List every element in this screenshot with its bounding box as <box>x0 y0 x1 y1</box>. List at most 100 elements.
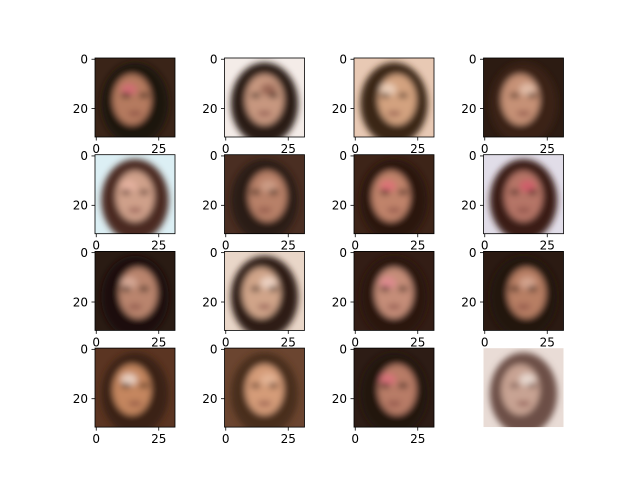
x-tick-label: 0 <box>481 239 489 253</box>
x-tick-label: 0 <box>222 142 230 156</box>
y-tick-label: 0 <box>80 246 88 260</box>
image-panel <box>483 348 564 428</box>
axes-frame <box>483 250 564 331</box>
axes-frame <box>353 57 435 138</box>
face-image <box>224 154 305 234</box>
axes-frame <box>353 347 435 428</box>
image-panel: 0 20 0 25 <box>332 149 435 253</box>
x-tick-label: 25 <box>410 432 425 446</box>
x-tick-label: 25 <box>540 142 555 156</box>
x-tick-label: 0 <box>222 239 230 253</box>
axes-frame <box>353 154 435 235</box>
y-tick-label: 20 <box>332 102 347 116</box>
image-panel: 0 20 0 25 <box>202 246 305 349</box>
axes-frame <box>224 347 305 428</box>
x-tick-label: 0 <box>351 432 359 446</box>
x-tick-label: 0 <box>92 142 100 156</box>
y-tick-label: 0 <box>210 246 218 260</box>
x-tick-label: 0 <box>92 335 100 349</box>
y-tick-label: 20 <box>202 102 217 116</box>
x-tick-label: 25 <box>151 432 166 446</box>
y-tick-label: 0 <box>469 149 477 163</box>
image-panel: 0 20 0 25 <box>73 53 176 156</box>
face-image <box>224 58 305 137</box>
image-panel: 0 20 0 25 <box>332 53 435 156</box>
axes-frame <box>94 154 176 235</box>
y-tick-label: 20 <box>332 392 347 406</box>
face-image <box>95 251 175 331</box>
x-tick-label: 25 <box>410 335 425 349</box>
x-tick-label: 0 <box>481 335 489 349</box>
y-tick-label: 0 <box>210 149 218 163</box>
face-image <box>354 154 434 234</box>
image-panel: 0 20 0 25 <box>73 149 176 253</box>
x-tick-label: 0 <box>351 142 359 156</box>
face-image <box>483 154 564 234</box>
x-tick-label: 25 <box>281 335 296 349</box>
face-image <box>95 58 175 137</box>
x-tick-label: 25 <box>410 239 425 253</box>
y-tick-label: 0 <box>469 246 477 260</box>
y-tick-label: 20 <box>332 295 347 309</box>
y-tick-label: 20 <box>73 102 88 116</box>
y-tick-label: 0 <box>339 149 347 163</box>
x-tick-label: 0 <box>351 335 359 349</box>
image-panel: 0 20 0 25 <box>461 53 564 156</box>
face-image <box>354 251 434 331</box>
face-image <box>95 348 175 428</box>
x-tick-label: 25 <box>151 142 166 156</box>
x-tick-label: 25 <box>540 239 555 253</box>
y-tick-label: 0 <box>210 343 218 357</box>
image-panel: 0 20 0 25 <box>202 53 305 156</box>
x-tick-label: 25 <box>151 335 166 349</box>
y-tick-label: 20 <box>332 199 347 213</box>
face-image <box>354 348 434 428</box>
image-panel: 0 20 0 25 <box>461 246 564 349</box>
x-tick-label: 25 <box>281 239 296 253</box>
y-tick-label: 20 <box>202 295 217 309</box>
axes-frame <box>224 57 305 138</box>
y-tick-label: 0 <box>80 53 88 67</box>
axes-frame <box>94 347 176 428</box>
x-tick-label: 0 <box>222 432 230 446</box>
y-tick-label: 20 <box>202 392 217 406</box>
y-tick-label: 20 <box>461 295 476 309</box>
y-tick-label: 20 <box>461 199 476 213</box>
axes-frame <box>224 154 305 235</box>
image-panel: 0 20 0 25 <box>202 343 305 446</box>
image-panel: 0 20 0 25 <box>202 149 305 253</box>
x-tick-label: 25 <box>281 432 296 446</box>
x-tick-label: 25 <box>281 142 296 156</box>
y-tick-label: 20 <box>73 392 88 406</box>
face-image <box>224 251 305 331</box>
face-image <box>483 58 564 137</box>
axes-frame <box>483 154 564 235</box>
x-tick-label: 0 <box>222 335 230 349</box>
image-panel: 0 20 0 25 <box>332 246 435 349</box>
x-tick-label: 0 <box>481 142 489 156</box>
y-tick-label: 0 <box>339 246 347 260</box>
y-tick-label: 0 <box>339 343 347 357</box>
y-tick-label: 20 <box>73 295 88 309</box>
x-tick-label: 25 <box>540 335 555 349</box>
axes-frame <box>483 57 564 138</box>
face-image <box>95 154 175 234</box>
y-tick-label: 0 <box>339 53 347 67</box>
image-panel: 0 20 0 25 <box>73 246 176 349</box>
y-tick-label: 0 <box>80 149 88 163</box>
x-tick-label: 0 <box>92 239 100 253</box>
x-tick-label: 0 <box>92 432 100 446</box>
y-tick-label: 20 <box>73 199 88 213</box>
face-image <box>483 348 564 428</box>
y-tick-label: 0 <box>80 343 88 357</box>
y-tick-label: 0 <box>469 53 477 67</box>
face-image <box>224 348 305 428</box>
image-panel: 0 20 0 25 <box>461 149 564 253</box>
face-image <box>483 251 564 331</box>
axes-frame <box>353 250 435 331</box>
image-panel: 0 20 0 25 <box>332 343 435 446</box>
axes-frame <box>224 250 305 331</box>
x-tick-label: 0 <box>351 239 359 253</box>
x-tick-label: 25 <box>410 142 425 156</box>
